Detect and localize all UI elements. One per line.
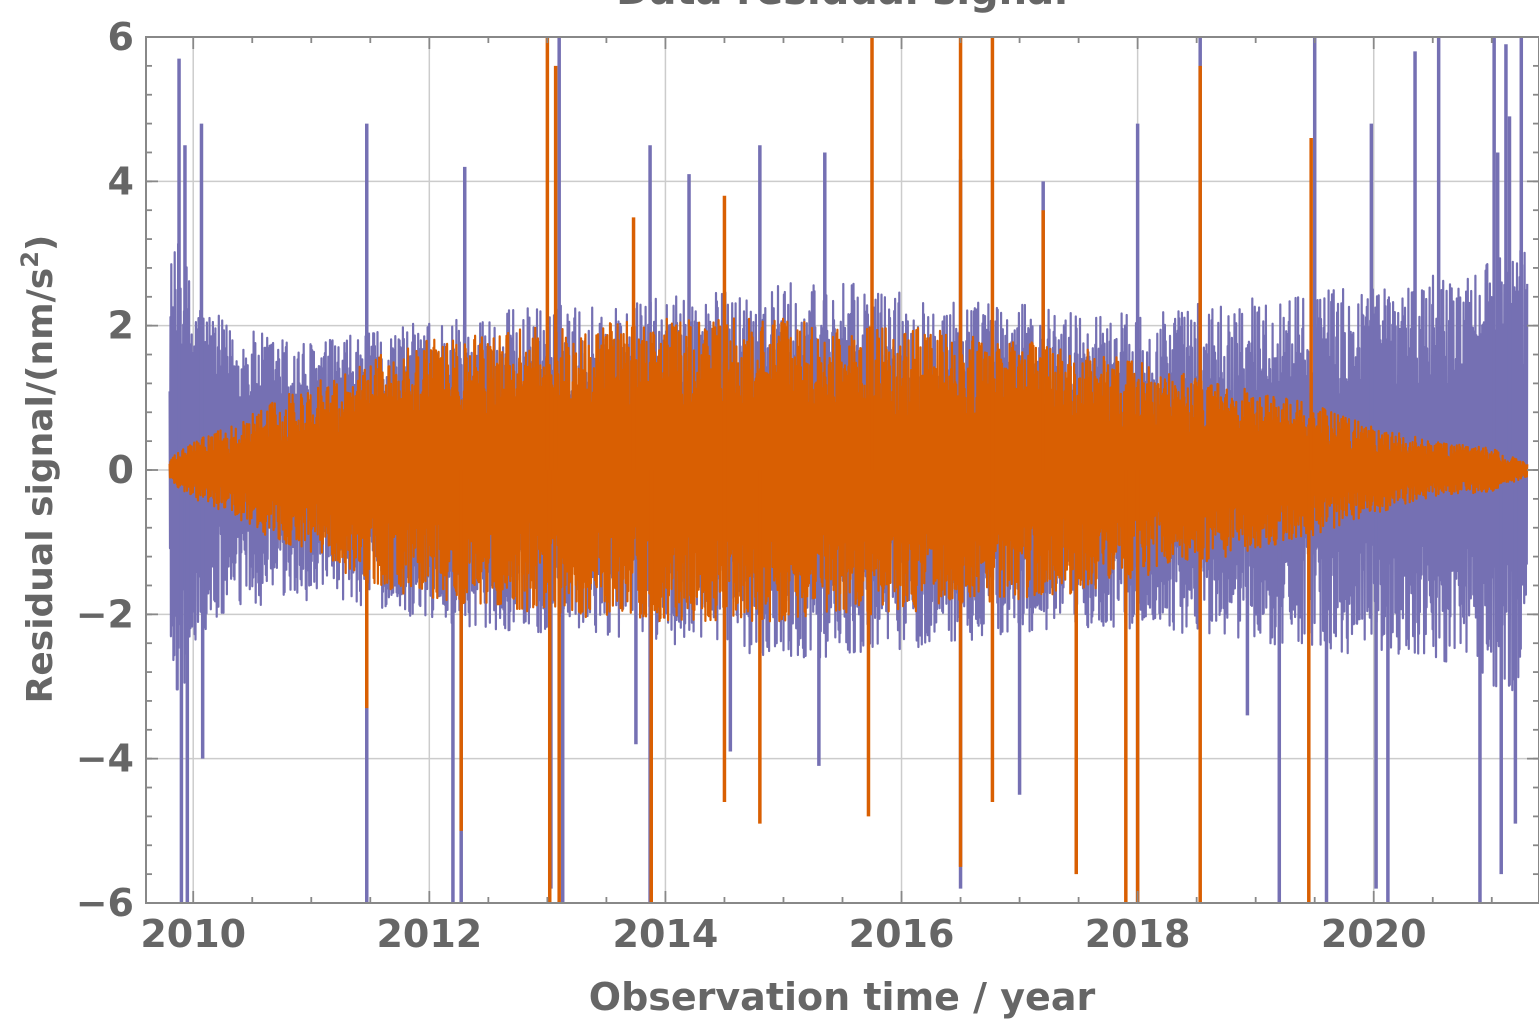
y-tick-label: −4 [76, 737, 134, 781]
y-tick-label: −2 [76, 592, 134, 636]
chart-title: Data residual signal [616, 0, 1068, 14]
y-tick-label: 4 [108, 159, 134, 203]
x-tick-label: 2020 [1321, 912, 1427, 956]
x-tick-label: 2018 [1085, 912, 1191, 956]
x-tick-label: 2016 [849, 912, 955, 956]
x-tick-label: 2014 [613, 912, 719, 956]
y-axis-label: Residual signal/(nm/s2) [16, 235, 61, 704]
y-tick-label: 2 [108, 304, 134, 348]
y-tick-label: 0 [108, 448, 134, 492]
y-axis-label-close: ) [20, 235, 61, 251]
y-axis-label-sup: 2 [16, 251, 44, 268]
tick-labels: 2010 2012 2014 2016 2018 2020 −6 −4 −2 0 2 4 6 [76, 15, 1427, 956]
series-layer [168, 37, 1529, 903]
x-axis-label: Observation time / year [589, 975, 1096, 1019]
series-line [168, 317, 1529, 623]
ticks [146, 36, 1539, 904]
x-tick-label: 2010 [140, 912, 246, 956]
y-tick-label: −6 [76, 881, 134, 925]
y-axis-label-main: Residual signal/(nm/s [20, 268, 61, 704]
x-tick-label: 2012 [376, 912, 482, 956]
y-tick-label: 6 [108, 15, 134, 59]
